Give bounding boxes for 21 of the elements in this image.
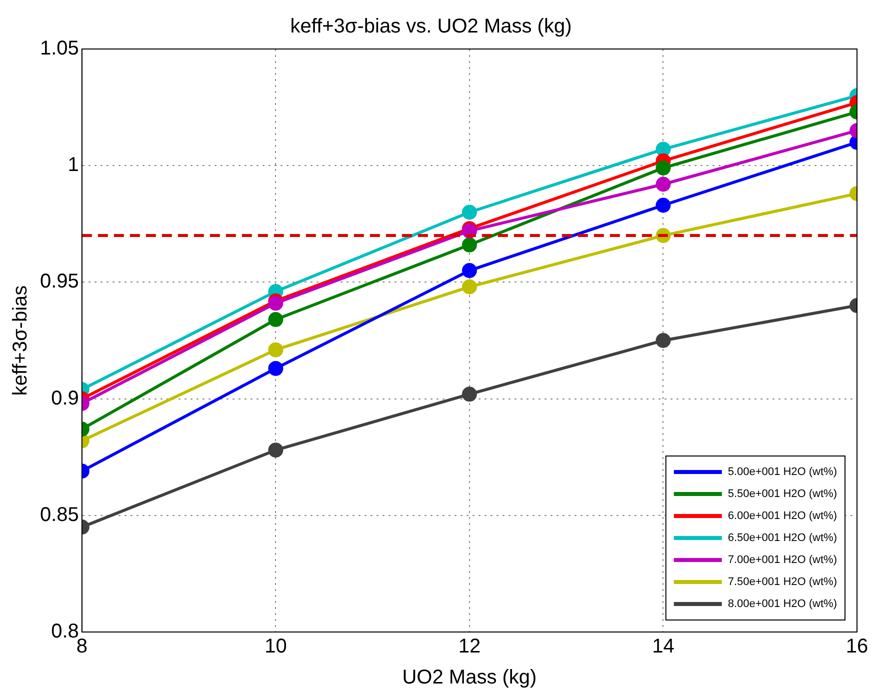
y-tick-label: 1: [68, 154, 79, 176]
y-axis-title: keff+3σ-bias: [10, 285, 32, 396]
legend-label: 6.00e+001 H2O (wt%): [728, 510, 837, 522]
x-axis-title: UO2 Mass (kg): [402, 666, 537, 689]
legend-label: 6.50e+001 H2O (wt%): [728, 532, 837, 544]
x-tick-label: 8: [76, 636, 88, 658]
legend-label: 7.50e+001 H2O (wt%): [728, 576, 837, 588]
y-tick-label: 0.95: [40, 270, 79, 293]
x-tick-label: 16: [846, 636, 868, 658]
y-tick-label: 0.85: [40, 504, 79, 526]
legend-label: 5.00e+001 H2O (wt%): [728, 466, 837, 478]
x-tick-label: 10: [264, 636, 287, 658]
legend-label: 5.50e+001 H2O (wt%): [728, 488, 837, 500]
x-tick-label: 14: [652, 636, 674, 658]
y-tick-label: 0.8: [51, 620, 79, 643]
legend-label: 7.00e+001 H2O (wt%): [728, 554, 837, 566]
legend-label: 8.00e+001 H2O (wt%): [728, 598, 837, 610]
x-tick-label: 12: [458, 636, 481, 658]
y-tick-label: 0.9: [51, 387, 79, 410]
y-tick-label: 1.05: [40, 38, 79, 60]
chart-title: keff+3σ-bias vs. UO2 Mass (kg): [290, 16, 572, 38]
